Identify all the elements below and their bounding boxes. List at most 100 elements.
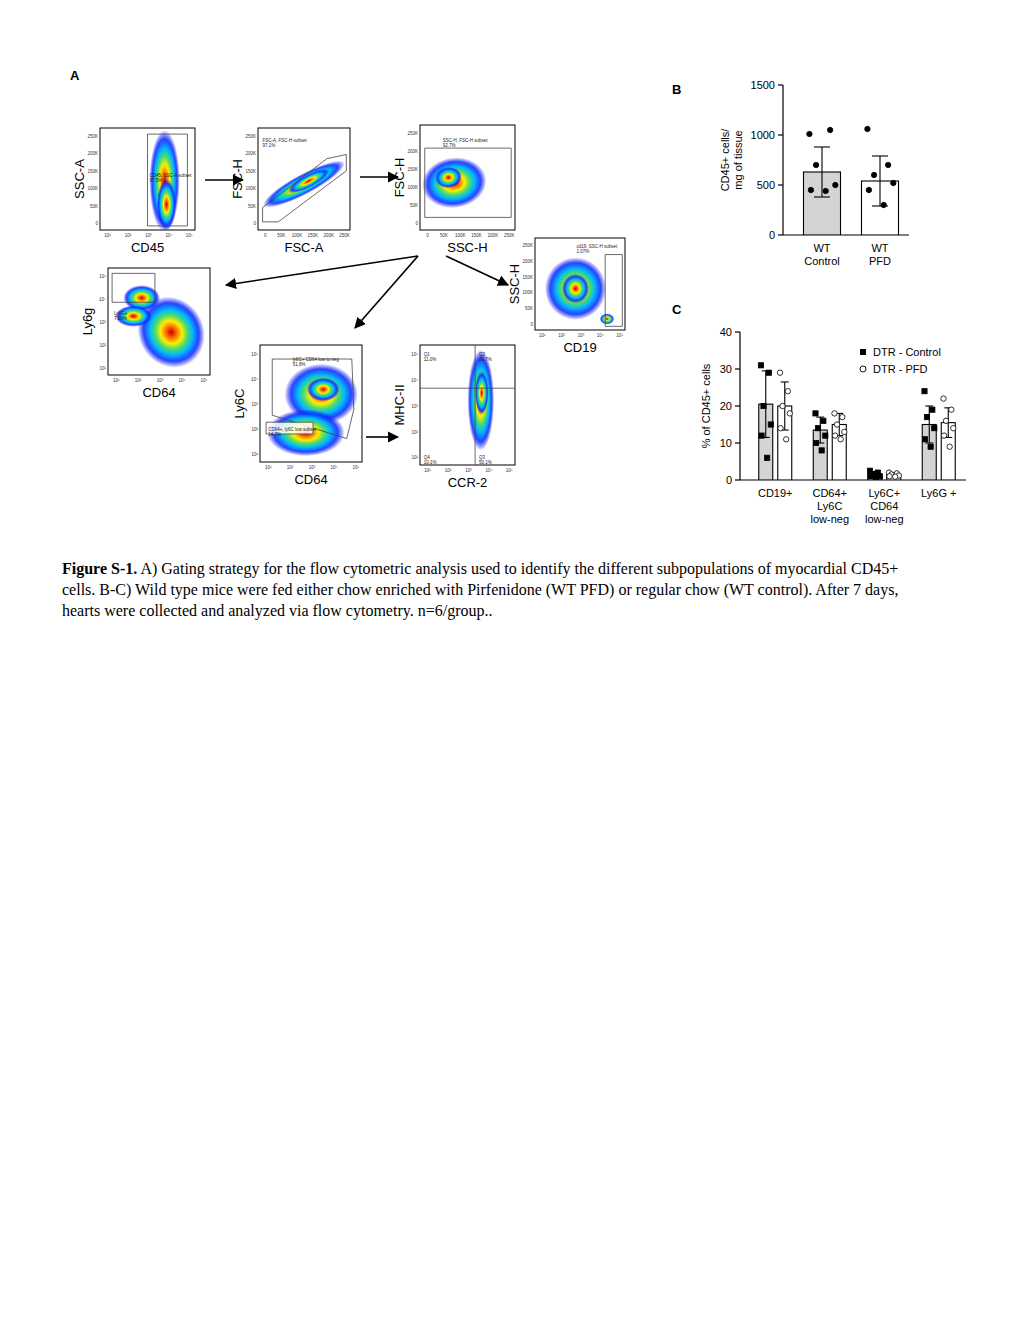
tick-label: 50K — [277, 233, 285, 238]
density — [267, 364, 358, 456]
error-cap — [925, 442, 933, 443]
gating-plot: CD45, SSC-A subset97.5%10¹10²10³10⁴10⁵05… — [72, 128, 195, 255]
axis-label: CD64 — [294, 472, 327, 487]
tick-label: 10⁵ — [411, 352, 418, 357]
data-point — [813, 411, 818, 416]
chart: 010203040% of CD45+ cellsCD19+CD64+Ly6Cl… — [700, 326, 966, 525]
data-point — [765, 455, 770, 460]
gating-plot: ly6C+ CD64 low to neg51.8%CD64+, ly6C lo… — [232, 345, 362, 487]
gate-percent: 97.1% — [263, 143, 276, 148]
data-point — [823, 188, 828, 193]
density-blob — [420, 153, 490, 212]
data-point — [922, 437, 927, 442]
tick-label: 0 — [253, 221, 256, 226]
category-label-line: Ly6G + — [921, 487, 956, 499]
panel-label: B — [672, 82, 681, 97]
category-label: Ly6G + — [921, 487, 956, 499]
tick-label: 10¹ — [265, 465, 272, 470]
tick-label: 50K — [248, 204, 256, 209]
tick-label: 10¹ — [99, 366, 106, 371]
gating-plot: FSC-A, FSC-H subset97.1%050K100K150K200K… — [230, 128, 350, 255]
tick-label: 10² — [558, 333, 565, 338]
arrow — [355, 256, 418, 328]
tick-label: 100K — [407, 185, 418, 190]
data-point — [871, 172, 876, 177]
gate — [263, 155, 347, 222]
tick-label: 10³ — [251, 402, 258, 407]
legend-label: DTR - PFD — [873, 363, 927, 375]
legend-entry: DTR - PFD — [860, 363, 927, 375]
category-label-line: PFD — [869, 255, 891, 267]
data-point — [783, 437, 788, 442]
tick-label: 10 — [720, 437, 732, 449]
error-line — [821, 147, 822, 197]
tick-mark — [778, 134, 783, 135]
axis-label: % of CD45+ cells — [700, 363, 712, 448]
marks — [758, 363, 956, 480]
data-point — [943, 418, 948, 423]
tick-label: 10² — [135, 378, 142, 383]
tick-label: 200K — [488, 233, 499, 238]
plot-frame — [100, 128, 195, 230]
tick-label: 10⁵ — [251, 352, 258, 357]
density-blob — [285, 165, 331, 197]
caption: Figure S-1. A) Gating strategy for the f… — [62, 558, 934, 621]
data-point — [785, 389, 790, 394]
tick-label: 10⁴ — [411, 378, 418, 383]
tick-label: 250K — [87, 134, 98, 139]
tick-label: 50K — [440, 233, 448, 238]
density-blob — [307, 378, 340, 401]
tick-label: 10⁵ — [506, 468, 513, 473]
tick-label: 10⁵ — [352, 465, 359, 470]
tick-label: 50K — [410, 203, 418, 208]
tick-label: 150K — [87, 169, 98, 174]
gating-plot: cd19, SSC-H subset1.07%10¹10²10³10⁴10⁵05… — [507, 238, 625, 355]
tick-mark — [778, 84, 783, 85]
data-point — [868, 474, 873, 479]
data-point — [787, 411, 792, 416]
tick-label: 500 — [757, 179, 775, 191]
arrow — [360, 176, 398, 178]
tick-mark — [735, 331, 740, 332]
gate — [112, 273, 155, 302]
density — [259, 153, 350, 214]
density-blob — [259, 153, 350, 214]
data-point — [892, 474, 897, 479]
arrow — [226, 256, 418, 285]
tick-label: 10⁵ — [186, 233, 193, 238]
plot-frame — [258, 128, 350, 230]
gate-percent: 29.7% — [479, 357, 492, 362]
data-point — [887, 474, 892, 479]
tick-label: 10⁴ — [165, 233, 172, 238]
data-point — [807, 131, 812, 136]
data-point — [941, 433, 946, 438]
tick-label: 0 — [769, 229, 775, 241]
gate-percent: 50.1% — [479, 460, 492, 465]
density-blob — [475, 371, 488, 414]
data-point — [808, 187, 813, 192]
caption-text: A) Gating strategy for the flow cytometr… — [62, 560, 898, 619]
tick-mark — [735, 442, 740, 443]
category-label-line: low-neg — [865, 513, 904, 525]
tick-label: 0 — [264, 233, 267, 238]
tick-label: 200K — [407, 149, 418, 154]
tick-label: 10³ — [411, 404, 418, 409]
tick-label: 10² — [287, 465, 294, 470]
density — [545, 257, 614, 324]
category-label-line: Ly6C+ — [868, 487, 900, 499]
tick-label: 10⁵ — [200, 378, 207, 383]
category-label: CD19+ — [758, 487, 793, 499]
data-point — [778, 426, 783, 431]
tick-label: 10¹ — [539, 333, 546, 338]
panel-label: A — [70, 68, 80, 83]
data-point — [838, 437, 843, 442]
error-cap — [925, 405, 933, 406]
tick-label: 40 — [720, 326, 732, 338]
tick-label: 50K — [90, 204, 98, 209]
plot-frame — [535, 238, 625, 330]
density-blob — [545, 257, 606, 320]
gate-percent: 97.5% — [149, 178, 162, 183]
tick-mark — [735, 479, 740, 480]
tick-label: 0 — [726, 474, 732, 486]
tick-label: 10³ — [465, 468, 472, 473]
